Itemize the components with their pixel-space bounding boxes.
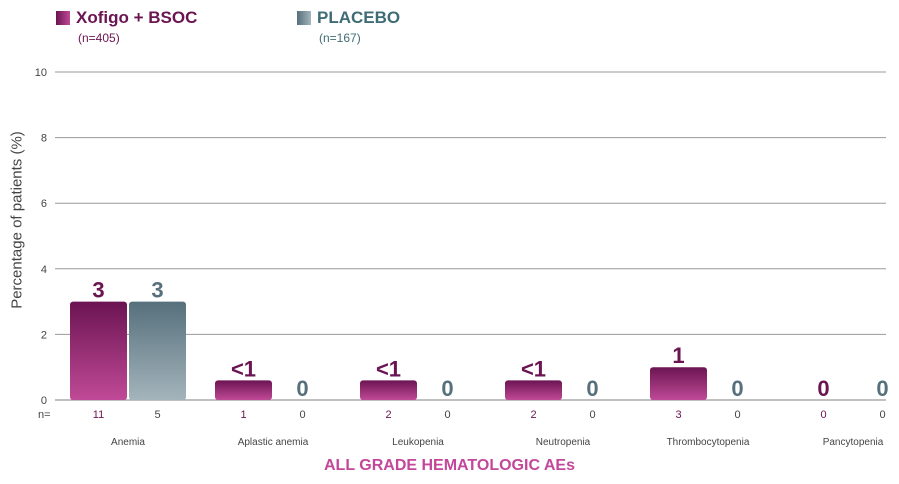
n-value-label: 0 xyxy=(299,409,305,421)
data-label: <1 xyxy=(521,356,546,381)
n-value-label: 5 xyxy=(154,409,160,421)
data-label: <1 xyxy=(231,356,256,381)
y-tick-label: 8 xyxy=(41,133,47,145)
category-label: Aplastic anemia xyxy=(238,437,309,448)
n-value-label: 0 xyxy=(879,409,885,421)
bars xyxy=(70,301,707,400)
n-value-label: 3 xyxy=(675,409,681,421)
category-label: Anemia xyxy=(111,437,145,448)
n-value-label: 2 xyxy=(385,409,391,421)
legend-n-placebo: (n=167) xyxy=(319,31,361,45)
y-tick-label: 10 xyxy=(35,67,47,79)
bar-xofigo xyxy=(215,380,272,400)
category-label: Pancytopenia xyxy=(823,437,884,448)
category-label: Neutropenia xyxy=(536,437,591,448)
legend-swatch-placebo xyxy=(297,11,311,25)
x-axis-label: ALL GRADE HEMATOLOGIC AEs xyxy=(324,457,575,474)
n-value-label: 11 xyxy=(93,409,104,421)
n-value-label: 0 xyxy=(734,409,740,421)
bar-xofigo xyxy=(70,301,127,400)
data-label: 3 xyxy=(151,278,163,303)
n-value-label: 0 xyxy=(820,409,826,421)
data-label: 0 xyxy=(586,376,598,401)
data-label: 1 xyxy=(672,343,684,368)
data-label: 3 xyxy=(92,278,104,303)
y-tick-label: 0 xyxy=(41,395,47,407)
data-label: 0 xyxy=(817,376,829,401)
gridlines xyxy=(55,71,886,401)
legend-n-xofigo: (n=405) xyxy=(78,31,120,45)
n-value-label: 1 xyxy=(240,409,246,421)
category-label: Leukopenia xyxy=(392,437,444,448)
legend-label-placebo: PLACEBO xyxy=(317,8,401,27)
n-value-label: 0 xyxy=(589,409,595,421)
legend-label-xofigo: Xofigo + BSOC xyxy=(76,8,198,27)
bar-xofigo xyxy=(650,367,707,400)
bar-placebo xyxy=(129,301,186,400)
data-label: <1 xyxy=(376,356,401,381)
y-tick-label: 6 xyxy=(41,198,47,210)
data-label: 0 xyxy=(876,376,888,401)
y-tick-label: 2 xyxy=(41,329,47,341)
bar-xofigo xyxy=(505,380,562,400)
data-label: 0 xyxy=(441,376,453,401)
y-tick-label: 4 xyxy=(41,264,47,276)
data-label: 0 xyxy=(731,376,743,401)
n-value-label: 2 xyxy=(530,409,536,421)
bar-xofigo xyxy=(360,380,417,400)
data-label: 0 xyxy=(296,376,308,401)
legend-swatch-xofigo xyxy=(56,11,70,25)
category-label: Thrombocytopenia xyxy=(667,437,750,448)
n-prefix-label: n= xyxy=(38,409,51,421)
n-value-label: 0 xyxy=(444,409,450,421)
